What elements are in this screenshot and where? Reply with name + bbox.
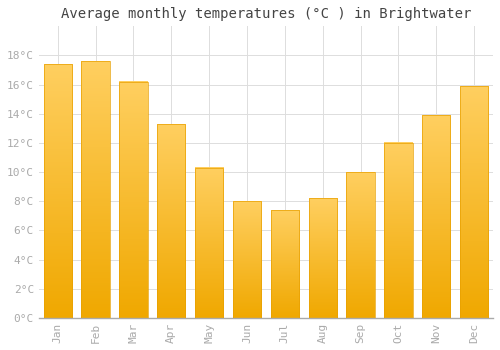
Title: Average monthly temperatures (°C ) in Brightwater: Average monthly temperatures (°C ) in Br… bbox=[60, 7, 471, 21]
Bar bbox=[422, 115, 450, 318]
Bar bbox=[157, 124, 186, 318]
Bar bbox=[270, 210, 299, 318]
Bar bbox=[233, 201, 261, 318]
Bar bbox=[119, 82, 148, 318]
Bar bbox=[44, 64, 72, 318]
Bar bbox=[384, 143, 412, 318]
Bar bbox=[308, 198, 337, 318]
Bar bbox=[460, 86, 488, 318]
Bar bbox=[346, 172, 375, 318]
Bar bbox=[195, 168, 224, 318]
Bar bbox=[82, 61, 110, 318]
